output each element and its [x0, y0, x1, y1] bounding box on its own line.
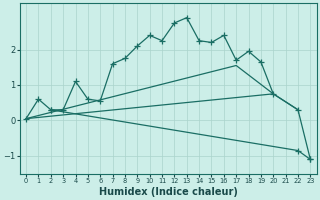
X-axis label: Humidex (Indice chaleur): Humidex (Indice chaleur) — [99, 187, 238, 197]
